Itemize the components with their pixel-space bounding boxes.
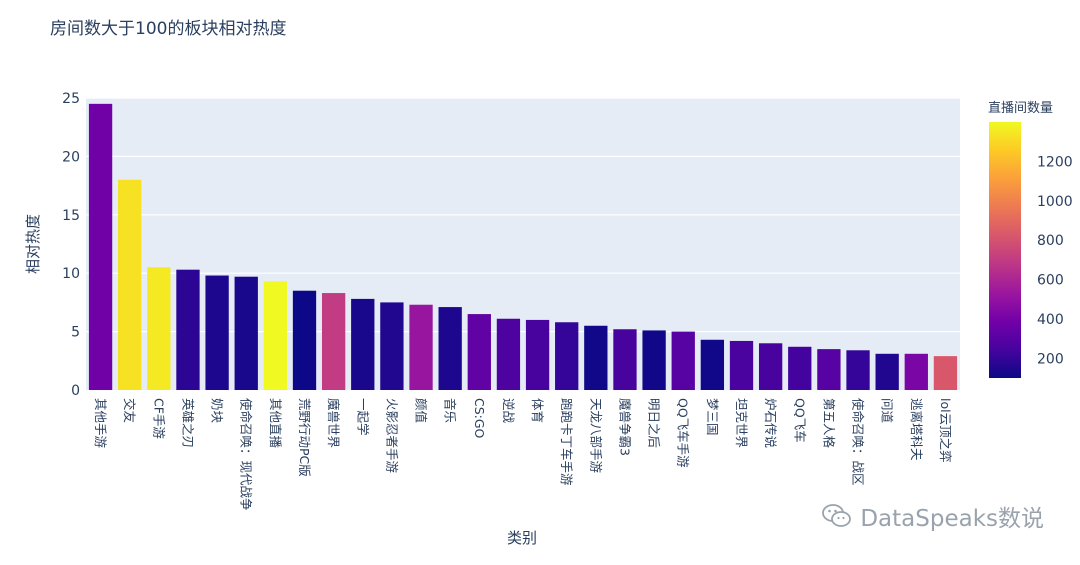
- x-axis-label: 类别: [507, 529, 537, 547]
- bar: [817, 349, 841, 390]
- bar: [467, 314, 491, 390]
- bar: [147, 267, 171, 390]
- colorbar-tick-label: 200: [1037, 351, 1064, 367]
- x-tick-label: CS:GO: [472, 398, 487, 439]
- x-tick-label: 其他手游: [93, 398, 108, 449]
- x-tick-label: 魔兽世界: [326, 398, 341, 449]
- bar: [642, 330, 666, 390]
- y-tick-label: 5: [71, 325, 80, 341]
- chart-title: 房间数大于100的板块相对热度: [50, 19, 286, 39]
- x-tick-label: 逆战: [501, 398, 516, 424]
- bar: [555, 322, 579, 390]
- x-tick-label: 炉石传说: [763, 398, 778, 448]
- x-tick-label: 坦克世界: [734, 398, 749, 449]
- x-tick-label: 体育: [530, 398, 545, 423]
- x-tick-label: 明日之后: [647, 398, 662, 448]
- wechat-icon: [822, 504, 852, 527]
- x-tick-label: 一起学: [355, 398, 370, 436]
- bar: [700, 339, 725, 390]
- colorbar-tick-label: 1000: [1037, 194, 1073, 210]
- x-tick-label: 奶块: [210, 398, 225, 424]
- y-axis-label: 相对热度: [24, 214, 42, 274]
- x-tick-label: lol云顶之弈: [938, 398, 953, 463]
- plot-background: [86, 98, 960, 390]
- colorbar: [989, 122, 1021, 378]
- x-tick-label: 跑跑卡丁车手游: [559, 398, 574, 486]
- colorbar-tick-label: 400: [1037, 312, 1064, 328]
- x-tick-label: 使命召唤：战区: [851, 398, 866, 486]
- bar: [292, 290, 317, 390]
- x-tick-label: 逃离塔科夫: [909, 398, 924, 461]
- bar: [351, 298, 375, 390]
- x-tick-label: QQ飞车: [792, 398, 807, 443]
- y-tick-label: 25: [62, 91, 80, 107]
- x-tick-label: 其他直播: [268, 398, 283, 449]
- y-tick-label: 10: [62, 266, 80, 282]
- gridlines: [86, 97, 960, 333]
- bar: [875, 353, 899, 390]
- bar: [496, 318, 521, 390]
- x-tick-label: 英雄之刃: [180, 398, 195, 448]
- bar: [788, 346, 812, 390]
- bar: [88, 103, 113, 390]
- bar: [263, 281, 288, 390]
- bar: [904, 353, 928, 390]
- y-tick-label: 20: [62, 149, 80, 165]
- bar: [380, 302, 404, 390]
- bar: [933, 356, 958, 390]
- colorbar-ticks: 200 400 600 800 1000 1200: [1037, 154, 1073, 367]
- bar: [205, 275, 229, 390]
- bar: [438, 307, 462, 390]
- colorbar-title: 直播间数量: [988, 101, 1053, 116]
- x-tick-label: 魔兽争霸3: [617, 398, 632, 456]
- bar: [584, 325, 608, 390]
- colorbar-tick-label: 1200: [1037, 154, 1073, 170]
- x-tick-label: QQ飞车手游: [676, 398, 691, 468]
- x-tick-label: 颜值: [414, 398, 429, 423]
- x-tick-label: 第五人格: [821, 398, 836, 449]
- y-ticks: 0 5 10 15 20 25: [62, 91, 80, 399]
- bar: [613, 329, 637, 390]
- bar: [409, 304, 433, 390]
- x-tick-label: 火影忍者手游: [384, 398, 399, 474]
- x-tick-label: 梦三国: [705, 398, 720, 436]
- watermark-text: DataSpeaks数说: [860, 506, 1044, 532]
- bar: [176, 269, 200, 390]
- colorbar-tick-label: 600: [1037, 273, 1064, 289]
- x-tick-label: CF手游: [151, 398, 166, 439]
- x-tick-label: 天龙八部手游: [588, 398, 603, 474]
- bar: [846, 350, 870, 390]
- x-tick-label: 音乐: [443, 398, 458, 423]
- bar: [118, 179, 142, 390]
- x-ticks: 其他手游 交友 CF手游 英雄之刃 奶块 使命召唤：现代战争 其他直播 荒野行动PC版 魔兽世界…: [93, 398, 953, 511]
- bar: [671, 331, 695, 390]
- x-tick-label: 使命召唤：现代战争: [239, 398, 254, 511]
- bar: [729, 340, 754, 390]
- colorbar-tick-label: 800: [1037, 233, 1064, 249]
- bar: [758, 343, 783, 390]
- x-tick-label: 问道: [880, 398, 895, 424]
- bars: [88, 103, 958, 390]
- y-tick-label: 0: [71, 383, 80, 399]
- bar: [234, 276, 258, 390]
- bar: [321, 293, 346, 390]
- x-tick-label: 荒野行动PC版: [297, 398, 312, 477]
- bar: [525, 319, 550, 390]
- watermark: DataSpeaks数说: [822, 499, 1044, 533]
- y-tick-label: 15: [62, 208, 80, 224]
- x-tick-label: 交友: [122, 398, 137, 423]
